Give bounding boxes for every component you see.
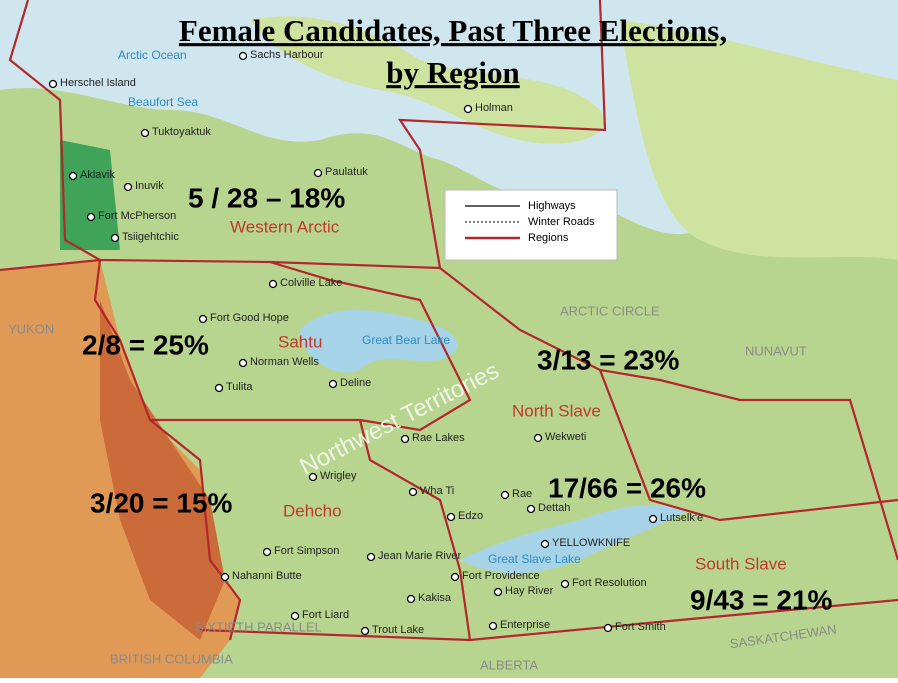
title-line: by Region: [386, 55, 520, 90]
place-dot: [605, 625, 612, 632]
place-name: Holman: [475, 102, 513, 114]
region-stat: 17/66 = 26%: [548, 472, 706, 503]
region-name: Sahtu: [278, 332, 322, 351]
neighbour-label: YUKON: [8, 321, 54, 336]
water-label: Arctic Ocean: [118, 48, 187, 62]
place-name: Fort Smith: [615, 621, 666, 633]
place-name: Fort McPherson: [98, 210, 176, 222]
place-dot: [452, 574, 459, 581]
place-dot: [292, 613, 299, 620]
legend-label: Highways: [528, 200, 576, 212]
place-name: Paulatuk: [325, 166, 368, 178]
place-dot: [535, 435, 542, 442]
region-name: North Slave: [512, 401, 601, 420]
neighbour-label: SIXTIETH PARALLEL: [195, 619, 322, 634]
place-dot: [112, 235, 119, 242]
place-dot: [125, 184, 132, 191]
place-name: Dettah: [538, 502, 570, 514]
place-name: Rae: [512, 488, 532, 500]
place-name: Fort Good Hope: [210, 312, 289, 324]
place-dot: [310, 474, 317, 481]
place-dot: [142, 130, 149, 137]
place-name: Kakisa: [418, 592, 452, 604]
place-dot: [465, 106, 472, 113]
place-name: Trout Lake: [372, 624, 424, 636]
region-name: Dehcho: [283, 501, 342, 520]
place-dot: [562, 581, 569, 588]
neighbour-label: ALBERTA: [480, 657, 538, 672]
place-name: Norman Wells: [250, 356, 319, 368]
place-name: Jean Marie River: [378, 550, 461, 562]
place-dot: [410, 489, 417, 496]
place-name: Enterprise: [500, 619, 550, 631]
place-dot: [200, 316, 207, 323]
region-stat: 3/20 = 15%: [90, 487, 233, 518]
place-dot: [315, 170, 322, 177]
place-dot: [408, 596, 415, 603]
place-name: Wha Ti: [420, 485, 454, 497]
place-dot: [270, 281, 277, 288]
legend-label: Regions: [528, 232, 569, 244]
region-stat: 5 / 28 – 18%: [188, 182, 345, 213]
place-dot: [650, 516, 657, 523]
water-label: Beaufort Sea: [128, 95, 198, 109]
place-name: Deline: [340, 377, 371, 389]
place-dot: [502, 492, 509, 499]
place-dot: [50, 81, 57, 88]
place-name: Aklavik: [80, 169, 115, 181]
region-stat: 9/43 = 21%: [690, 584, 833, 615]
neighbour-label: ARCTIC CIRCLE: [560, 303, 660, 318]
place-name: Fort Resolution: [572, 577, 647, 589]
place-name: Fort Simpson: [274, 545, 339, 557]
place-dot: [240, 53, 247, 60]
place-name: Nahanni Butte: [232, 570, 302, 582]
map: Female Candidates, Past Three Elections,…: [0, 0, 898, 678]
place-name: Sachs Harbour: [250, 49, 324, 61]
title-line: Female Candidates, Past Three Elections,: [179, 13, 727, 48]
place-dot: [362, 628, 369, 635]
place-name: Tsiigehtchic: [122, 231, 179, 243]
place-dot: [240, 360, 247, 367]
place-name: Edzo: [458, 510, 483, 522]
place-name: Lutselk'e: [660, 512, 703, 524]
place-name: Colville Lake: [280, 277, 342, 289]
place-dot: [330, 381, 337, 388]
region-name: Western Arctic: [230, 217, 340, 236]
place-name: Inuvik: [135, 180, 164, 192]
place-name: Tulita: [226, 381, 253, 393]
place-dot: [495, 589, 502, 596]
place-dot: [542, 541, 549, 548]
place-name: Fort Providence: [462, 570, 540, 582]
place-name: Wrigley: [320, 470, 357, 482]
place-dot: [216, 385, 223, 392]
water-label: Great Slave Lake: [488, 552, 581, 566]
place-name: Rae Lakes: [412, 432, 465, 444]
legend-label: Winter Roads: [528, 216, 595, 228]
place-name: YELLOWKNIFE: [552, 537, 630, 549]
neighbour-label: BRITISH COLUMBIA: [110, 651, 233, 666]
place-dot: [368, 554, 375, 561]
place-dot: [70, 173, 77, 180]
place-dot: [490, 623, 497, 630]
place-name: Hay River: [505, 585, 554, 597]
place-dot: [402, 436, 409, 443]
place-name: Tuktoyaktuk: [152, 126, 211, 138]
place-name: Herschel Island: [60, 77, 136, 89]
water-label: Great Bear Lake: [362, 333, 450, 347]
place-name: Wekweti: [545, 431, 586, 443]
place-dot: [88, 214, 95, 221]
place-dot: [222, 574, 229, 581]
region-stat: 2/8 = 25%: [82, 329, 209, 360]
neighbour-label: NUNAVUT: [745, 343, 807, 358]
region-stat: 3/13 = 23%: [537, 344, 680, 375]
place-dot: [528, 506, 535, 513]
place-dot: [264, 549, 271, 556]
region-name: South Slave: [695, 554, 787, 573]
place-dot: [448, 514, 455, 521]
